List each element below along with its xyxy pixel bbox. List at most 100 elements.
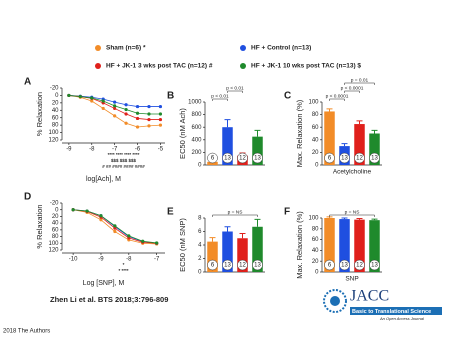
y-tick-label: 0 bbox=[55, 93, 59, 99]
panel-letter: D bbox=[24, 192, 31, 203]
n-label: 6 bbox=[211, 156, 215, 162]
data-point bbox=[155, 241, 159, 245]
bar bbox=[324, 111, 335, 165]
bar bbox=[222, 231, 233, 272]
n-badge bbox=[207, 259, 218, 271]
data-point bbox=[135, 116, 140, 121]
y-tick-label: 80 bbox=[52, 234, 59, 240]
n-label: 13 bbox=[224, 263, 231, 269]
y-tick-label: 120 bbox=[48, 248, 59, 254]
data-point bbox=[147, 117, 151, 122]
n-badge bbox=[339, 259, 350, 271]
p-value: p < 0.01 bbox=[226, 85, 244, 91]
citation: Zhen Li et al. BTS 2018;3:796-809 bbox=[50, 295, 168, 304]
y-tick-label: 20 bbox=[312, 259, 319, 265]
data-point bbox=[78, 94, 82, 99]
y-tick-label: 0 bbox=[55, 207, 59, 213]
x-tick-label: -10 bbox=[69, 257, 78, 263]
legend-marker bbox=[240, 63, 246, 69]
x-axis-label: Acetylcholine bbox=[333, 169, 372, 176]
legend-label: Sham (n=6) * bbox=[106, 45, 146, 52]
significance-row: $$$ $$$ $$$ bbox=[111, 158, 137, 163]
n-badge bbox=[237, 152, 248, 164]
significance-row: * bbox=[123, 262, 125, 267]
y-tick-label: 20 bbox=[52, 100, 59, 106]
logo-tagline: An Open Access Journal bbox=[379, 316, 424, 321]
bar bbox=[237, 238, 248, 272]
n-label: 12 bbox=[239, 156, 246, 162]
n-label: 12 bbox=[356, 156, 363, 162]
data-point bbox=[158, 117, 163, 122]
data-point bbox=[67, 93, 71, 98]
bar bbox=[222, 127, 233, 165]
y-tick-label: 200 bbox=[191, 150, 202, 156]
y-axis-label: % Relaxation bbox=[35, 204, 44, 248]
y-tick-label: 40 bbox=[52, 221, 59, 227]
data-point bbox=[113, 226, 117, 230]
n-label: 13 bbox=[371, 263, 378, 269]
significance-row: # ## #### #### #### bbox=[102, 164, 145, 169]
p-value: p = 0.01 bbox=[351, 77, 369, 83]
data-point bbox=[141, 239, 145, 243]
error-bar bbox=[239, 233, 246, 239]
y-tick-label: 120 bbox=[48, 138, 59, 144]
bracket bbox=[212, 214, 258, 217]
y-tick-label: 20 bbox=[52, 214, 59, 220]
y-tick-label: 60 bbox=[52, 115, 59, 121]
y-tick-label: -20 bbox=[50, 201, 59, 207]
p-value: p = NS bbox=[228, 209, 243, 215]
legend-marker bbox=[95, 63, 101, 69]
y-tick-label: 100 bbox=[308, 100, 319, 106]
n-label: 12 bbox=[356, 263, 363, 269]
n-badge bbox=[222, 152, 233, 164]
panel: E 0 2 4 6 8 EC50 (nM SNP) 6 13 12 13 p = NS bbox=[167, 207, 265, 276]
n-label: 6 bbox=[328, 156, 332, 162]
error-bar bbox=[356, 120, 363, 125]
x-tick-label: -9 bbox=[66, 147, 72, 153]
bar bbox=[252, 226, 263, 272]
data-point bbox=[135, 111, 140, 115]
bracket bbox=[344, 82, 375, 85]
x-tick-label: -6 bbox=[135, 147, 141, 153]
p-value: p = NS bbox=[345, 209, 360, 215]
x-tick-label: -8 bbox=[126, 257, 132, 263]
y-tick-label: 4 bbox=[198, 243, 202, 249]
data-point bbox=[147, 112, 151, 116]
x-tick-label: -5 bbox=[158, 147, 164, 153]
y-tick-label: 20 bbox=[312, 150, 319, 156]
y-tick-label: 6 bbox=[198, 229, 202, 235]
error-bar bbox=[254, 218, 261, 227]
y-tick-label: 0 bbox=[198, 163, 202, 169]
bar bbox=[354, 219, 365, 272]
y-axis-label: EC50 (nM Ach) bbox=[178, 108, 187, 159]
y-tick-label: 40 bbox=[312, 137, 319, 143]
data-point bbox=[124, 103, 128, 107]
logo-band bbox=[350, 307, 442, 315]
legend-marker bbox=[95, 45, 101, 51]
n-badge bbox=[207, 152, 218, 164]
bar bbox=[252, 136, 263, 165]
bracket bbox=[329, 98, 345, 101]
error-bar bbox=[326, 108, 333, 112]
logo-name: JACC bbox=[350, 288, 389, 305]
data-point bbox=[147, 104, 151, 109]
y-tick-label: 800 bbox=[191, 112, 202, 118]
y-axis-label: EC50 (nM SNP) bbox=[178, 218, 187, 272]
data-point bbox=[127, 234, 131, 238]
error-bar bbox=[371, 218, 378, 221]
x-axis-label: log[Ach], M bbox=[86, 176, 121, 183]
data-point bbox=[113, 106, 117, 111]
y-tick-label: 100 bbox=[308, 216, 319, 222]
x-axis-label: Log [SNP], M bbox=[83, 280, 125, 287]
y-tick-label: 60 bbox=[312, 237, 319, 243]
data-point bbox=[85, 209, 89, 213]
data-point bbox=[90, 96, 94, 100]
p-value: p < 0.0001 bbox=[326, 93, 349, 99]
bar bbox=[324, 218, 335, 272]
panel-letter: A bbox=[24, 77, 31, 88]
y-tick-label: -20 bbox=[50, 86, 59, 92]
logo-subtitle: Basic to Translational Science bbox=[352, 309, 431, 315]
legend-label: HF + JK-1 10 wks post TAC (n=13) $ bbox=[251, 63, 361, 70]
